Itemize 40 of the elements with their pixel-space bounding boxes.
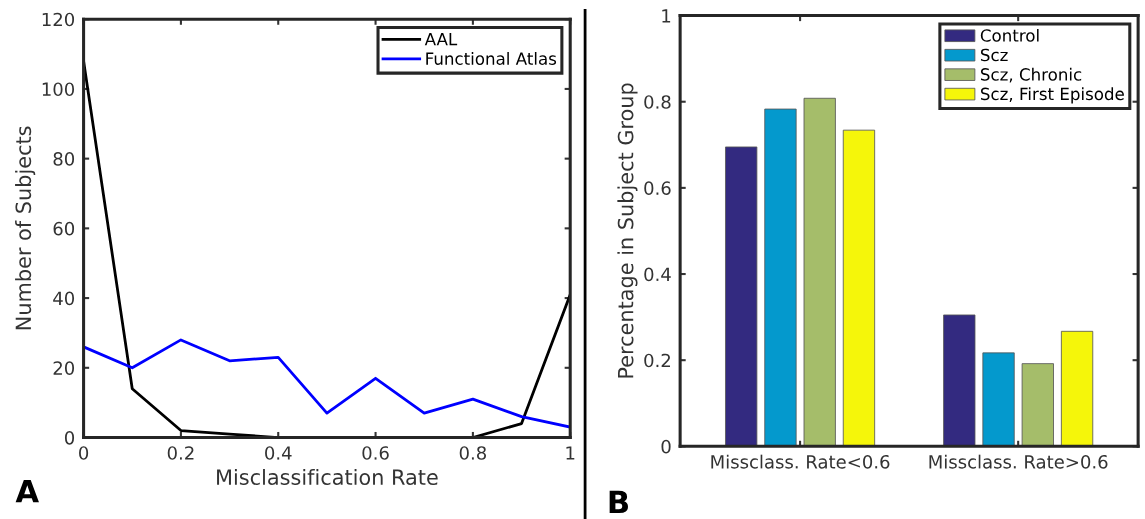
bar xyxy=(842,129,876,447)
x-tick-label: Missclass. Rate>0.6 xyxy=(929,454,1108,469)
y-tick-label: 0.8 xyxy=(644,95,671,109)
y-tick-label: 1 xyxy=(662,9,671,23)
text: A xyxy=(15,480,39,503)
y-tick-label: 120 xyxy=(42,12,75,27)
y-axis-title: Percentage in Subject Group xyxy=(617,83,638,378)
legend-label: Scz, First Episode xyxy=(980,87,1124,104)
y-tick-label: 0.4 xyxy=(644,267,671,282)
legend-label: AAL xyxy=(424,33,458,46)
legend-label: Functional Atlas xyxy=(426,52,557,65)
text: B xyxy=(609,490,628,514)
legend-label: Scz, Chronic xyxy=(980,67,1082,83)
y-tick-label: 40 xyxy=(53,291,75,306)
bar xyxy=(803,97,836,447)
line-series xyxy=(83,338,571,429)
y-axis-title: Number of Subjects xyxy=(15,126,36,330)
y-tick-label: 0 xyxy=(64,430,75,445)
x-tick-label: Missclass. Rate<0.6 xyxy=(711,454,890,469)
y-tick-label: 60 xyxy=(53,221,75,236)
y-tick-label: 0.2 xyxy=(644,353,670,368)
x-tick-label: 0.6 xyxy=(362,446,389,460)
bar xyxy=(725,146,758,447)
bar xyxy=(764,108,797,447)
y-tick-label: 100 xyxy=(42,82,75,97)
x-axis-title: Misclassification Rate xyxy=(217,468,438,486)
bar xyxy=(982,352,1015,447)
x-tick-label: 0.8 xyxy=(459,446,487,460)
x-tick-label: 1 xyxy=(566,446,575,460)
legend-label: Control xyxy=(980,28,1039,42)
bar xyxy=(1021,363,1054,447)
bar xyxy=(1060,330,1094,447)
x-tick-label: 0.2 xyxy=(167,446,194,460)
x-tick-label: 0 xyxy=(79,446,89,460)
bar xyxy=(943,314,976,447)
y-tick-label: 20 xyxy=(53,361,75,375)
x-tick-label: 0.4 xyxy=(265,446,292,460)
legend-label: Scz xyxy=(980,48,1008,62)
y-tick-label: 0.6 xyxy=(644,181,671,195)
y-tick-label: 80 xyxy=(53,152,75,166)
